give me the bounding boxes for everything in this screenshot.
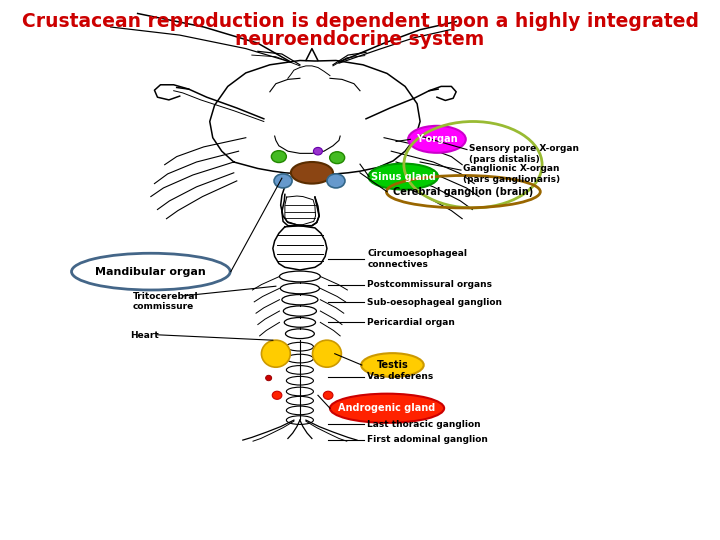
Ellipse shape xyxy=(312,340,341,367)
Ellipse shape xyxy=(408,126,466,153)
Text: Tritocerebral
commissure: Tritocerebral commissure xyxy=(132,292,199,311)
Text: Sub-oesophageal ganglion: Sub-oesophageal ganglion xyxy=(367,298,503,307)
Ellipse shape xyxy=(327,174,345,188)
Text: Sensory pore X-organ
(pars distalis): Sensory pore X-organ (pars distalis) xyxy=(469,144,580,164)
Ellipse shape xyxy=(330,394,444,423)
Ellipse shape xyxy=(271,151,287,163)
Ellipse shape xyxy=(330,152,345,164)
Ellipse shape xyxy=(266,375,271,381)
Text: Sinus gland: Sinus gland xyxy=(371,172,436,181)
Ellipse shape xyxy=(313,147,323,155)
Ellipse shape xyxy=(291,162,333,184)
Ellipse shape xyxy=(272,391,282,400)
Ellipse shape xyxy=(323,391,333,400)
Text: Mandibular organ: Mandibular organ xyxy=(96,267,206,276)
Text: Last thoracic ganglion: Last thoracic ganglion xyxy=(367,420,481,429)
Text: Testis: Testis xyxy=(377,360,408,370)
Text: Vas deferens: Vas deferens xyxy=(367,373,433,381)
Ellipse shape xyxy=(369,164,438,190)
Text: Pericardial organ: Pericardial organ xyxy=(367,318,455,327)
Text: Heart: Heart xyxy=(130,332,159,340)
Text: First adominal ganglion: First adominal ganglion xyxy=(367,435,488,444)
Ellipse shape xyxy=(274,174,292,188)
Ellipse shape xyxy=(361,353,423,377)
Text: neuroendocrine system: neuroendocrine system xyxy=(235,30,485,50)
Text: Circumoesophageal
connectives: Circumoesophageal connectives xyxy=(367,249,467,269)
Text: Cerebral ganglion (brain): Cerebral ganglion (brain) xyxy=(393,187,534,197)
Text: Ganglionic X-organ
(pars ganglionaris): Ganglionic X-organ (pars ganglionaris) xyxy=(464,164,560,184)
Ellipse shape xyxy=(261,340,290,367)
Text: Y-organ: Y-organ xyxy=(416,134,458,144)
Text: Androgenic gland: Androgenic gland xyxy=(338,403,436,413)
Text: Crustacean reproduction is dependent upon a highly integrated: Crustacean reproduction is dependent upo… xyxy=(22,12,698,31)
Text: Postcommissural organs: Postcommissural organs xyxy=(367,280,492,289)
